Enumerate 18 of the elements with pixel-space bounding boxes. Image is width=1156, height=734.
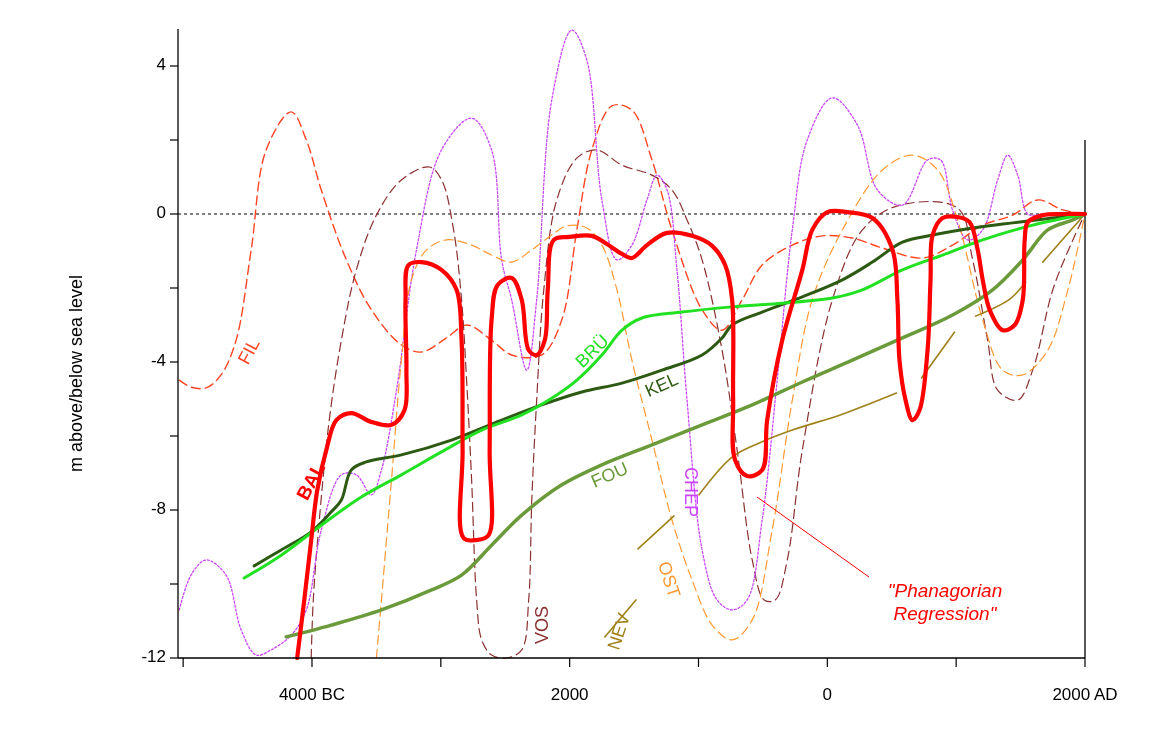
x-tick-label: 0 bbox=[822, 685, 833, 704]
text: KEL bbox=[641, 368, 682, 401]
text: OST bbox=[653, 558, 685, 601]
text: NEV bbox=[603, 610, 635, 653]
x-tick-label: 4000 BC bbox=[278, 685, 346, 704]
x-tick-label: 2000 AD bbox=[1052, 685, 1118, 704]
x-tick-label: 2000 bbox=[550, 685, 589, 704]
text: VOS bbox=[531, 605, 552, 645]
y-axis-title: m above/below sea level bbox=[66, 274, 86, 473]
y-tick-label: 0 bbox=[156, 203, 166, 223]
y-tick-label: -8 bbox=[150, 499, 166, 519]
text: CHEP bbox=[681, 466, 702, 518]
y-tick-label: -4 bbox=[150, 351, 166, 371]
y-tick-label: 4 bbox=[156, 55, 166, 75]
text: FIL bbox=[233, 335, 264, 368]
text: FOU bbox=[588, 457, 631, 492]
y-tick-label: -12 bbox=[141, 647, 166, 667]
annotation: "Phanagorian Regression" bbox=[887, 580, 1003, 624]
